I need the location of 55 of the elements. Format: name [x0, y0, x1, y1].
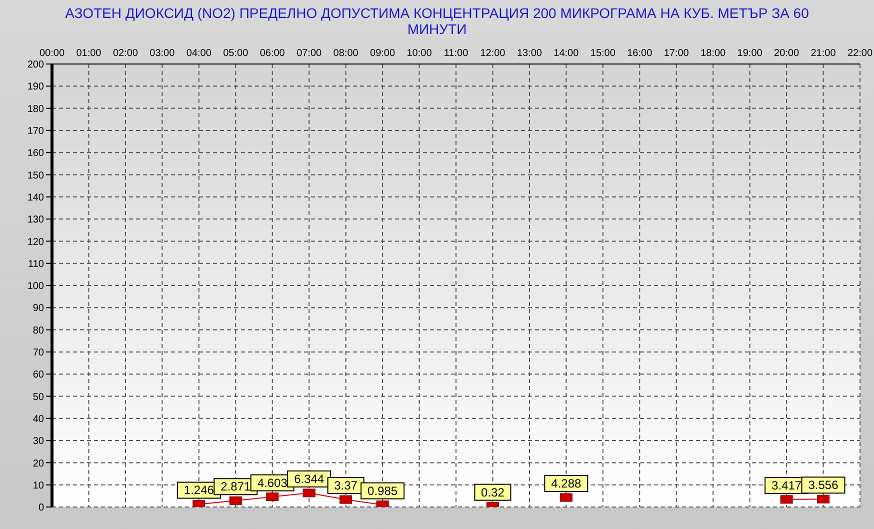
x-tick-label: 20:00 — [774, 48, 800, 59]
x-tick-label: 04:00 — [186, 48, 212, 59]
y-tick-label: 130 — [27, 214, 44, 226]
y-tick-label: 40 — [32, 414, 44, 425]
x-tick-label: 18:00 — [700, 48, 726, 59]
y-tick-label: 160 — [27, 148, 44, 160]
y-tick-label: 140 — [27, 192, 44, 204]
y-tick-label: 90 — [32, 303, 44, 314]
y-tick-label: 170 — [27, 126, 44, 137]
data-label: 4.288 — [551, 476, 582, 490]
data-label: 0.985 — [368, 484, 398, 498]
y-tick-label: 180 — [27, 104, 44, 115]
x-tick-label: 05:00 — [223, 48, 249, 59]
y-tick-label: 150 — [27, 170, 44, 182]
y-tick-label: 0 — [38, 502, 44, 514]
x-tick-label: 19:00 — [737, 48, 763, 59]
x-tick-label: 09:00 — [370, 48, 396, 59]
y-tick-label: 190 — [27, 82, 44, 93]
x-tick-label: 16:00 — [627, 48, 653, 59]
data-label: 3.556 — [808, 478, 839, 492]
x-tick-label: 03:00 — [150, 48, 176, 59]
x-tick-label: 08:00 — [333, 48, 359, 59]
x-tick-label: 21:00 — [810, 48, 836, 59]
x-tick-label: 13:00 — [516, 48, 542, 59]
data-label: 2.871 — [220, 480, 251, 494]
data-label: 4.603 — [257, 476, 288, 490]
y-tick-label: 200 — [27, 60, 44, 71]
data-label: 0.32 — [481, 485, 505, 500]
y-tick-label: 80 — [32, 325, 44, 336]
x-tick-label: 22:00 — [847, 48, 873, 59]
x-tick-label: 17:00 — [664, 48, 690, 59]
x-tick-label: 00:00 — [39, 48, 65, 59]
x-tick-label: 07:00 — [296, 48, 322, 59]
y-tick-label: 110 — [28, 258, 44, 270]
y-tick-label: 20 — [32, 458, 44, 470]
x-tick-label: 06:00 — [260, 48, 286, 59]
chart-title: АЗОТЕН ДИОКСИД (NO2) ПРЕДЕЛНО ДОПУСТИМА КОНЦЕНТРАЦИЯ 200 МИКРОГРАМА НА КУБ. МЕТЪР ЗА 60 МИНУТИ — [64, 4, 810, 38]
x-tick-label: 15:00 — [590, 48, 616, 59]
y-tick-label: 30 — [32, 436, 44, 448]
x-tick-label: 02:00 — [112, 48, 138, 59]
x-tick-label: 01:00 — [76, 48, 102, 59]
x-tick-label: 12:00 — [480, 48, 506, 59]
data-label: 3.37 — [334, 478, 358, 493]
x-tick-label: 14:00 — [554, 48, 580, 59]
x-tick-label: 10:00 — [406, 48, 432, 59]
y-tick-label: 120 — [27, 236, 44, 248]
y-tick-label: 50 — [32, 392, 44, 403]
data-label: 3.417 — [772, 478, 802, 492]
x-tick-label: 11:00 — [444, 48, 469, 59]
y-tick-label: 100 — [27, 281, 44, 292]
y-tick-label: 70 — [32, 348, 44, 358]
y-tick-label: 60 — [32, 370, 44, 381]
data-label: 1.246 — [184, 483, 214, 498]
y-tick-label: 10 — [32, 480, 44, 492]
data-label: 6.344 — [294, 472, 324, 486]
